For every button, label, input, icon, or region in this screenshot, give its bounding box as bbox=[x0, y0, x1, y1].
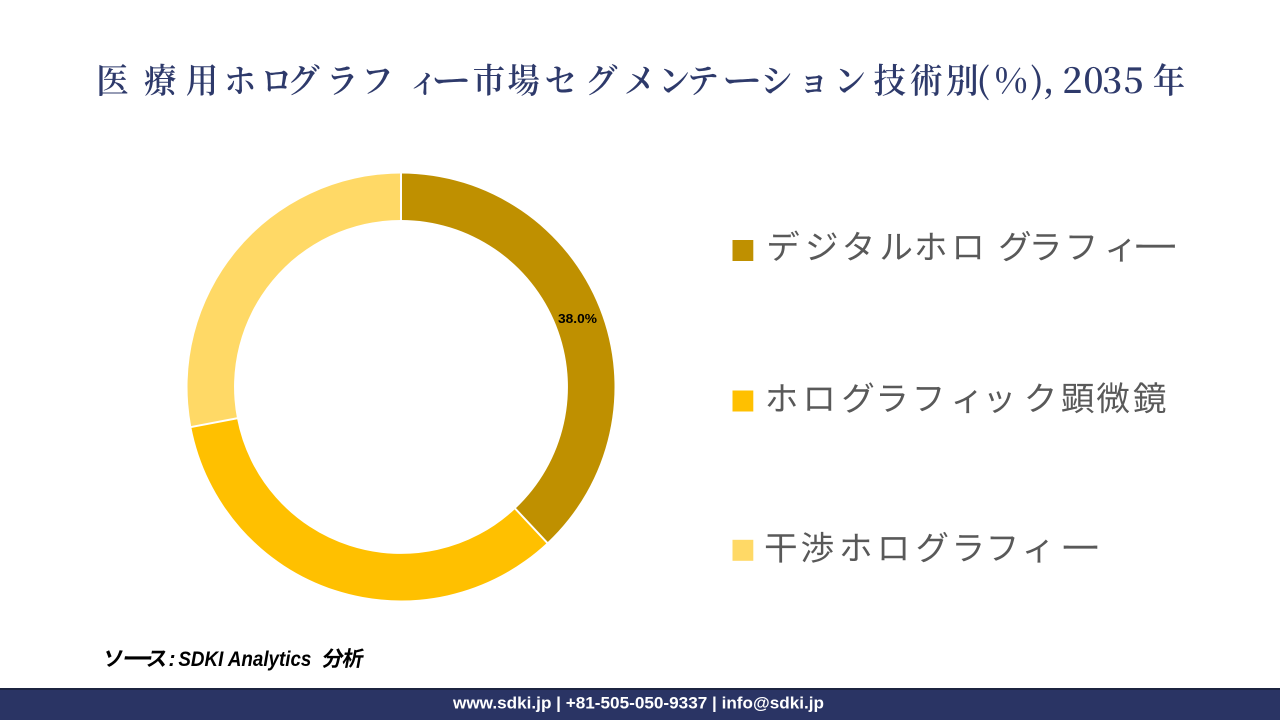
svg-text:www.sdki.jp | +81-505-050-9337: www.sdki.jp | +81-505-050-9337 | info@sd… bbox=[452, 695, 824, 713]
svg-text:38.0%: 38.0% bbox=[558, 311, 597, 326]
svg-text:SDKI Analytics: SDKI Analytics bbox=[178, 648, 311, 671]
svg-text::: : bbox=[169, 648, 176, 671]
